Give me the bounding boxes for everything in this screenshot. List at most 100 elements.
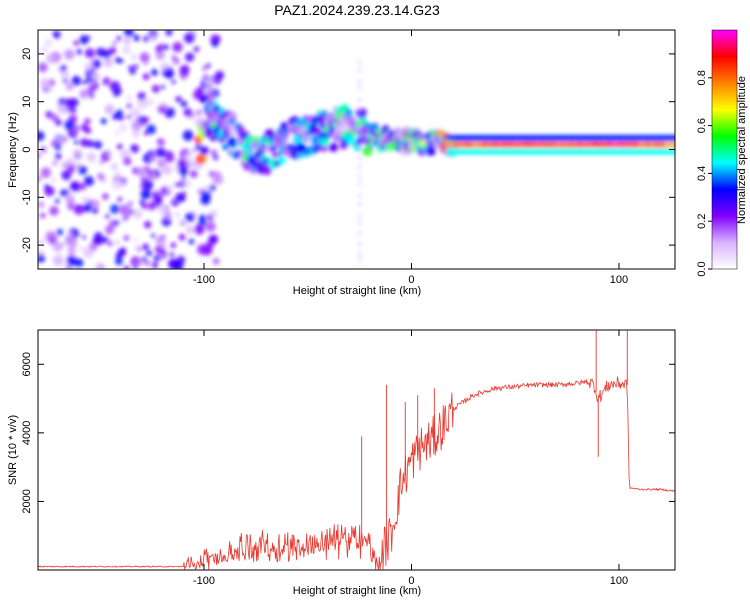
heatmap-cell bbox=[146, 97, 154, 106]
heatmap-cell bbox=[130, 107, 141, 119]
heatmap-cell bbox=[151, 261, 159, 269]
heatmap-cell bbox=[80, 123, 89, 132]
heatmap-cell bbox=[69, 181, 81, 192]
colorbar-ticks: 0.0 0.2 0.4 0.6 0.8 bbox=[696, 70, 712, 277]
heatmap-cell bbox=[126, 95, 133, 102]
heatmap-cell bbox=[105, 214, 110, 219]
heatmap-cell bbox=[312, 146, 318, 151]
heatmap-cell bbox=[212, 100, 219, 106]
heatmap-cell bbox=[171, 55, 177, 60]
heatmap-cell bbox=[210, 209, 218, 218]
heatmap-cell bbox=[320, 137, 330, 147]
colorbar-tick-label: 0.0 bbox=[696, 261, 708, 276]
heatmap-cell bbox=[164, 153, 175, 163]
heatmap-cell bbox=[357, 108, 362, 112]
heatmap-cell bbox=[57, 103, 69, 114]
heatmap-cell bbox=[44, 39, 53, 47]
heatmap-cell bbox=[109, 46, 117, 55]
heatmap-cell bbox=[147, 201, 157, 211]
heatmap-cell bbox=[278, 156, 287, 165]
heatmap-cell bbox=[161, 216, 172, 227]
heatmap-cell bbox=[271, 152, 278, 158]
heatmap-cell bbox=[70, 107, 77, 114]
heatmap-cell bbox=[209, 184, 216, 192]
heatmap-cell bbox=[357, 85, 362, 90]
heatmap-cell bbox=[141, 202, 148, 210]
heatmap-cell bbox=[123, 37, 131, 45]
heatmap-cell bbox=[89, 93, 94, 99]
heatmap-cell bbox=[66, 256, 78, 267]
heatmap-cell bbox=[133, 237, 139, 243]
spectrogram-blobs bbox=[38, 30, 675, 269]
y-tick-label: 4000 bbox=[21, 421, 33, 445]
heatmap-cell bbox=[56, 135, 64, 143]
heatmap-cell bbox=[169, 252, 175, 257]
heatmap-cell bbox=[357, 193, 362, 197]
heatmap-cell bbox=[204, 94, 210, 100]
heatmap-cell bbox=[230, 140, 238, 148]
heatmap-cell bbox=[260, 154, 265, 159]
heatmap-cell bbox=[328, 142, 339, 152]
heatmap-cell bbox=[79, 246, 85, 252]
y-tick-label: 10 bbox=[21, 96, 33, 108]
heatmap-cell bbox=[183, 180, 192, 188]
heatmap-cell bbox=[171, 79, 176, 85]
heatmap-cell bbox=[111, 179, 122, 190]
heatmap-cell bbox=[99, 160, 104, 165]
heatmap-cell bbox=[117, 247, 127, 257]
heatmap-cell bbox=[357, 221, 362, 226]
heatmap-cell bbox=[357, 214, 362, 218]
heatmap-cell bbox=[66, 237, 78, 249]
heatmap-cell bbox=[64, 119, 75, 131]
heatmap-cell bbox=[78, 182, 87, 191]
heatmap-cell bbox=[212, 257, 220, 265]
heatmap-cell bbox=[165, 30, 173, 36]
heatmap-cell bbox=[41, 47, 48, 53]
heatmap-cell bbox=[80, 138, 89, 148]
heatmap-cell bbox=[78, 165, 87, 175]
heatmap-cell bbox=[357, 251, 362, 256]
heatmap-cell bbox=[146, 124, 156, 135]
heatmap-cell bbox=[212, 173, 224, 185]
heatmap-cell bbox=[296, 152, 303, 159]
heatmap-cell bbox=[277, 152, 282, 157]
heatmap-cell bbox=[157, 106, 166, 114]
heatmap-cell bbox=[144, 259, 151, 267]
heatmap-cell bbox=[84, 118, 91, 125]
snr-panel: -100 0 100 2000 4000 6000 Height of straight … bbox=[7, 329, 676, 597]
heatmap-cell bbox=[97, 172, 105, 180]
heatmap-cell bbox=[243, 164, 251, 171]
heatmap-cell bbox=[44, 184, 50, 190]
heatmap-cell bbox=[47, 235, 58, 245]
heatmap-cell bbox=[373, 139, 380, 146]
heatmap-cell bbox=[151, 233, 156, 238]
heatmap-cell bbox=[55, 119, 62, 126]
heatmap-cell bbox=[126, 103, 132, 109]
heatmap-cell bbox=[155, 45, 163, 53]
heatmap-cell bbox=[116, 143, 123, 150]
colorbar-tick-label: 0.8 bbox=[696, 70, 708, 85]
heatmap-cell bbox=[206, 63, 211, 69]
heatmap-cell bbox=[205, 221, 216, 232]
heatmap-cell bbox=[258, 142, 268, 152]
heatmap-cell bbox=[131, 54, 137, 60]
heatmap-cell bbox=[112, 41, 117, 46]
heatmap-cell bbox=[94, 232, 103, 241]
heatmap-cell bbox=[210, 149, 218, 157]
snr-spikes bbox=[361, 330, 628, 544]
heatmap-cell bbox=[199, 146, 209, 155]
y-tick-label: 2000 bbox=[21, 489, 33, 513]
heatmap-cell bbox=[172, 260, 184, 269]
heatmap-cell bbox=[49, 206, 59, 216]
heatmap-cell bbox=[153, 254, 161, 262]
heatmap-cell bbox=[67, 232, 72, 238]
heatmap-cell bbox=[162, 164, 173, 175]
y-tick-label: 20 bbox=[21, 48, 33, 60]
heatmap-cell bbox=[149, 154, 157, 162]
heatmap-cell bbox=[357, 181, 362, 185]
heatmap-cell bbox=[162, 44, 169, 51]
x-tick-label: 100 bbox=[610, 274, 628, 286]
x-tick-label: -100 bbox=[193, 575, 215, 587]
heatmap-cell bbox=[321, 110, 328, 117]
